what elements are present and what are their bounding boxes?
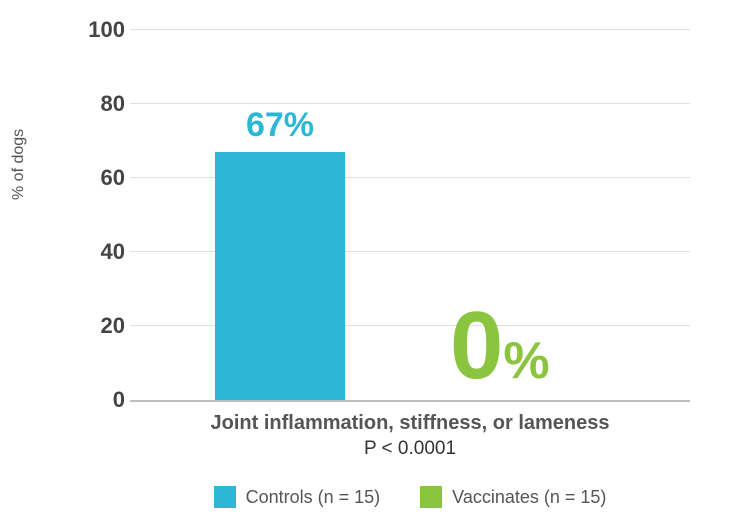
bar-chart: % of dogs 0 20 40 60 80 100 67% 0% Joint…	[0, 0, 730, 526]
bar-value-vaccinates: 0%	[450, 298, 550, 394]
y-axis-label: % of dogs	[10, 129, 28, 200]
percent-sign: %	[503, 332, 549, 390]
grid-line	[130, 325, 690, 326]
grid-line	[130, 177, 690, 178]
plot-area: 67% 0%	[130, 30, 690, 402]
legend-item-controls: Controls (n = 15)	[214, 486, 381, 508]
legend-swatch-controls	[214, 486, 236, 508]
legend: Controls (n = 15) Vaccinates (n = 15)	[130, 486, 690, 508]
legend-label-vaccinates: Vaccinates (n = 15)	[452, 487, 606, 508]
x-category-label: Joint inflammation, stiffness, or lamene…	[130, 412, 690, 435]
p-value-label: P < 0.0001	[130, 438, 690, 460]
y-tick-40: 40	[85, 239, 125, 265]
y-tick-0: 0	[85, 387, 125, 413]
y-tick-80: 80	[85, 91, 125, 117]
bar-value-controls: 67%	[215, 106, 345, 145]
y-tick-100: 100	[85, 17, 125, 43]
zero-big: 0	[450, 292, 503, 399]
legend-item-vaccinates: Vaccinates (n = 15)	[420, 486, 606, 508]
legend-swatch-vaccinates	[420, 486, 442, 508]
bar-controls	[215, 152, 345, 400]
y-tick-60: 60	[85, 165, 125, 191]
grid-line	[130, 103, 690, 104]
grid-line	[130, 251, 690, 252]
y-tick-20: 20	[85, 313, 125, 339]
legend-label-controls: Controls (n = 15)	[246, 487, 381, 508]
grid-line	[130, 29, 690, 30]
